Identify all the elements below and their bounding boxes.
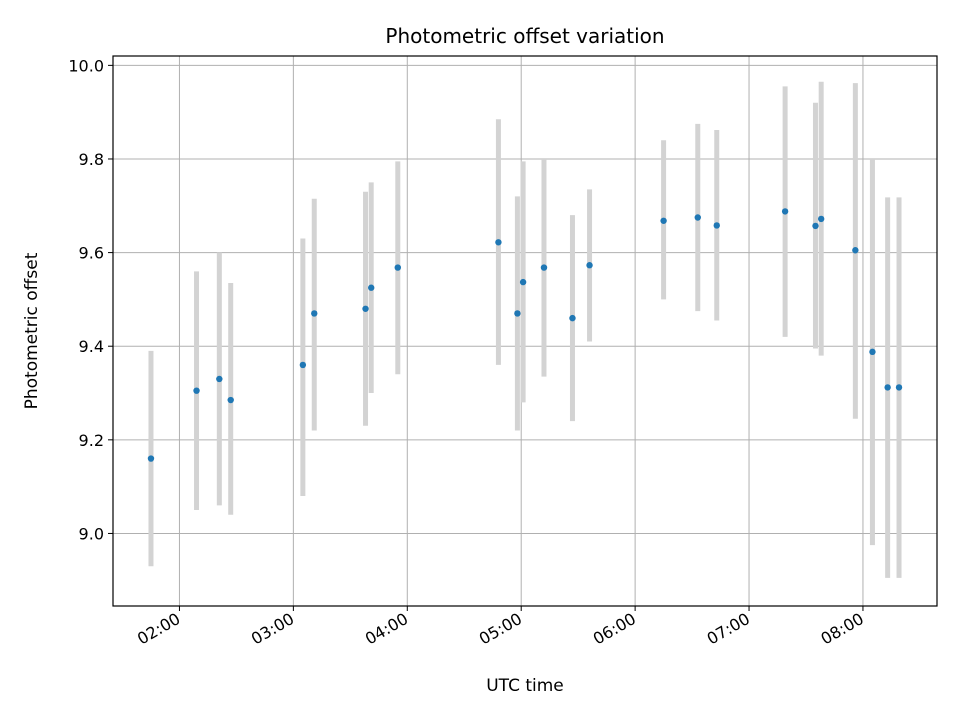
y-axis: 9.0 9.2 9.4 9.6 9.8 10.0: [68, 56, 113, 543]
data-point: [713, 222, 720, 229]
y-axis-title: Photometric offset: [22, 252, 42, 409]
data-point: [852, 247, 859, 254]
y-tick-label: 10.0: [68, 56, 104, 75]
data-point: [812, 222, 819, 230]
data-point: [362, 305, 369, 312]
data-point: [216, 375, 223, 383]
data-point: [193, 387, 200, 394]
data-point: [368, 284, 375, 291]
y-tick-label: 9.4: [79, 337, 104, 356]
data-point: [540, 264, 548, 271]
data-point: [311, 310, 318, 317]
data-point: [781, 208, 789, 215]
y-tick-label: 9.2: [79, 431, 104, 450]
data-point: [869, 348, 876, 356]
data-point: [519, 278, 527, 286]
data-point: [694, 214, 701, 221]
plot-frame: [112, 55, 938, 607]
data-point: [895, 384, 903, 391]
data-point: [569, 314, 576, 322]
y-tick-label: 9.0: [79, 524, 104, 543]
x-axis-title: UTC time: [486, 676, 564, 696]
data-point: [299, 361, 307, 369]
chart-title: Photometric offset variation: [385, 24, 664, 48]
data-points: [147, 208, 903, 462]
data-point: [227, 396, 234, 404]
data-point: [586, 262, 593, 269]
y-tick-label: 9.6: [79, 244, 104, 263]
data-point: [514, 310, 521, 317]
data-point: [884, 384, 891, 391]
data-point: [495, 239, 502, 246]
data-point: [147, 455, 155, 462]
data-point: [817, 215, 825, 223]
data-point: [660, 217, 667, 224]
y-tick-label: 9.8: [79, 150, 104, 169]
data-point: [394, 264, 401, 271]
